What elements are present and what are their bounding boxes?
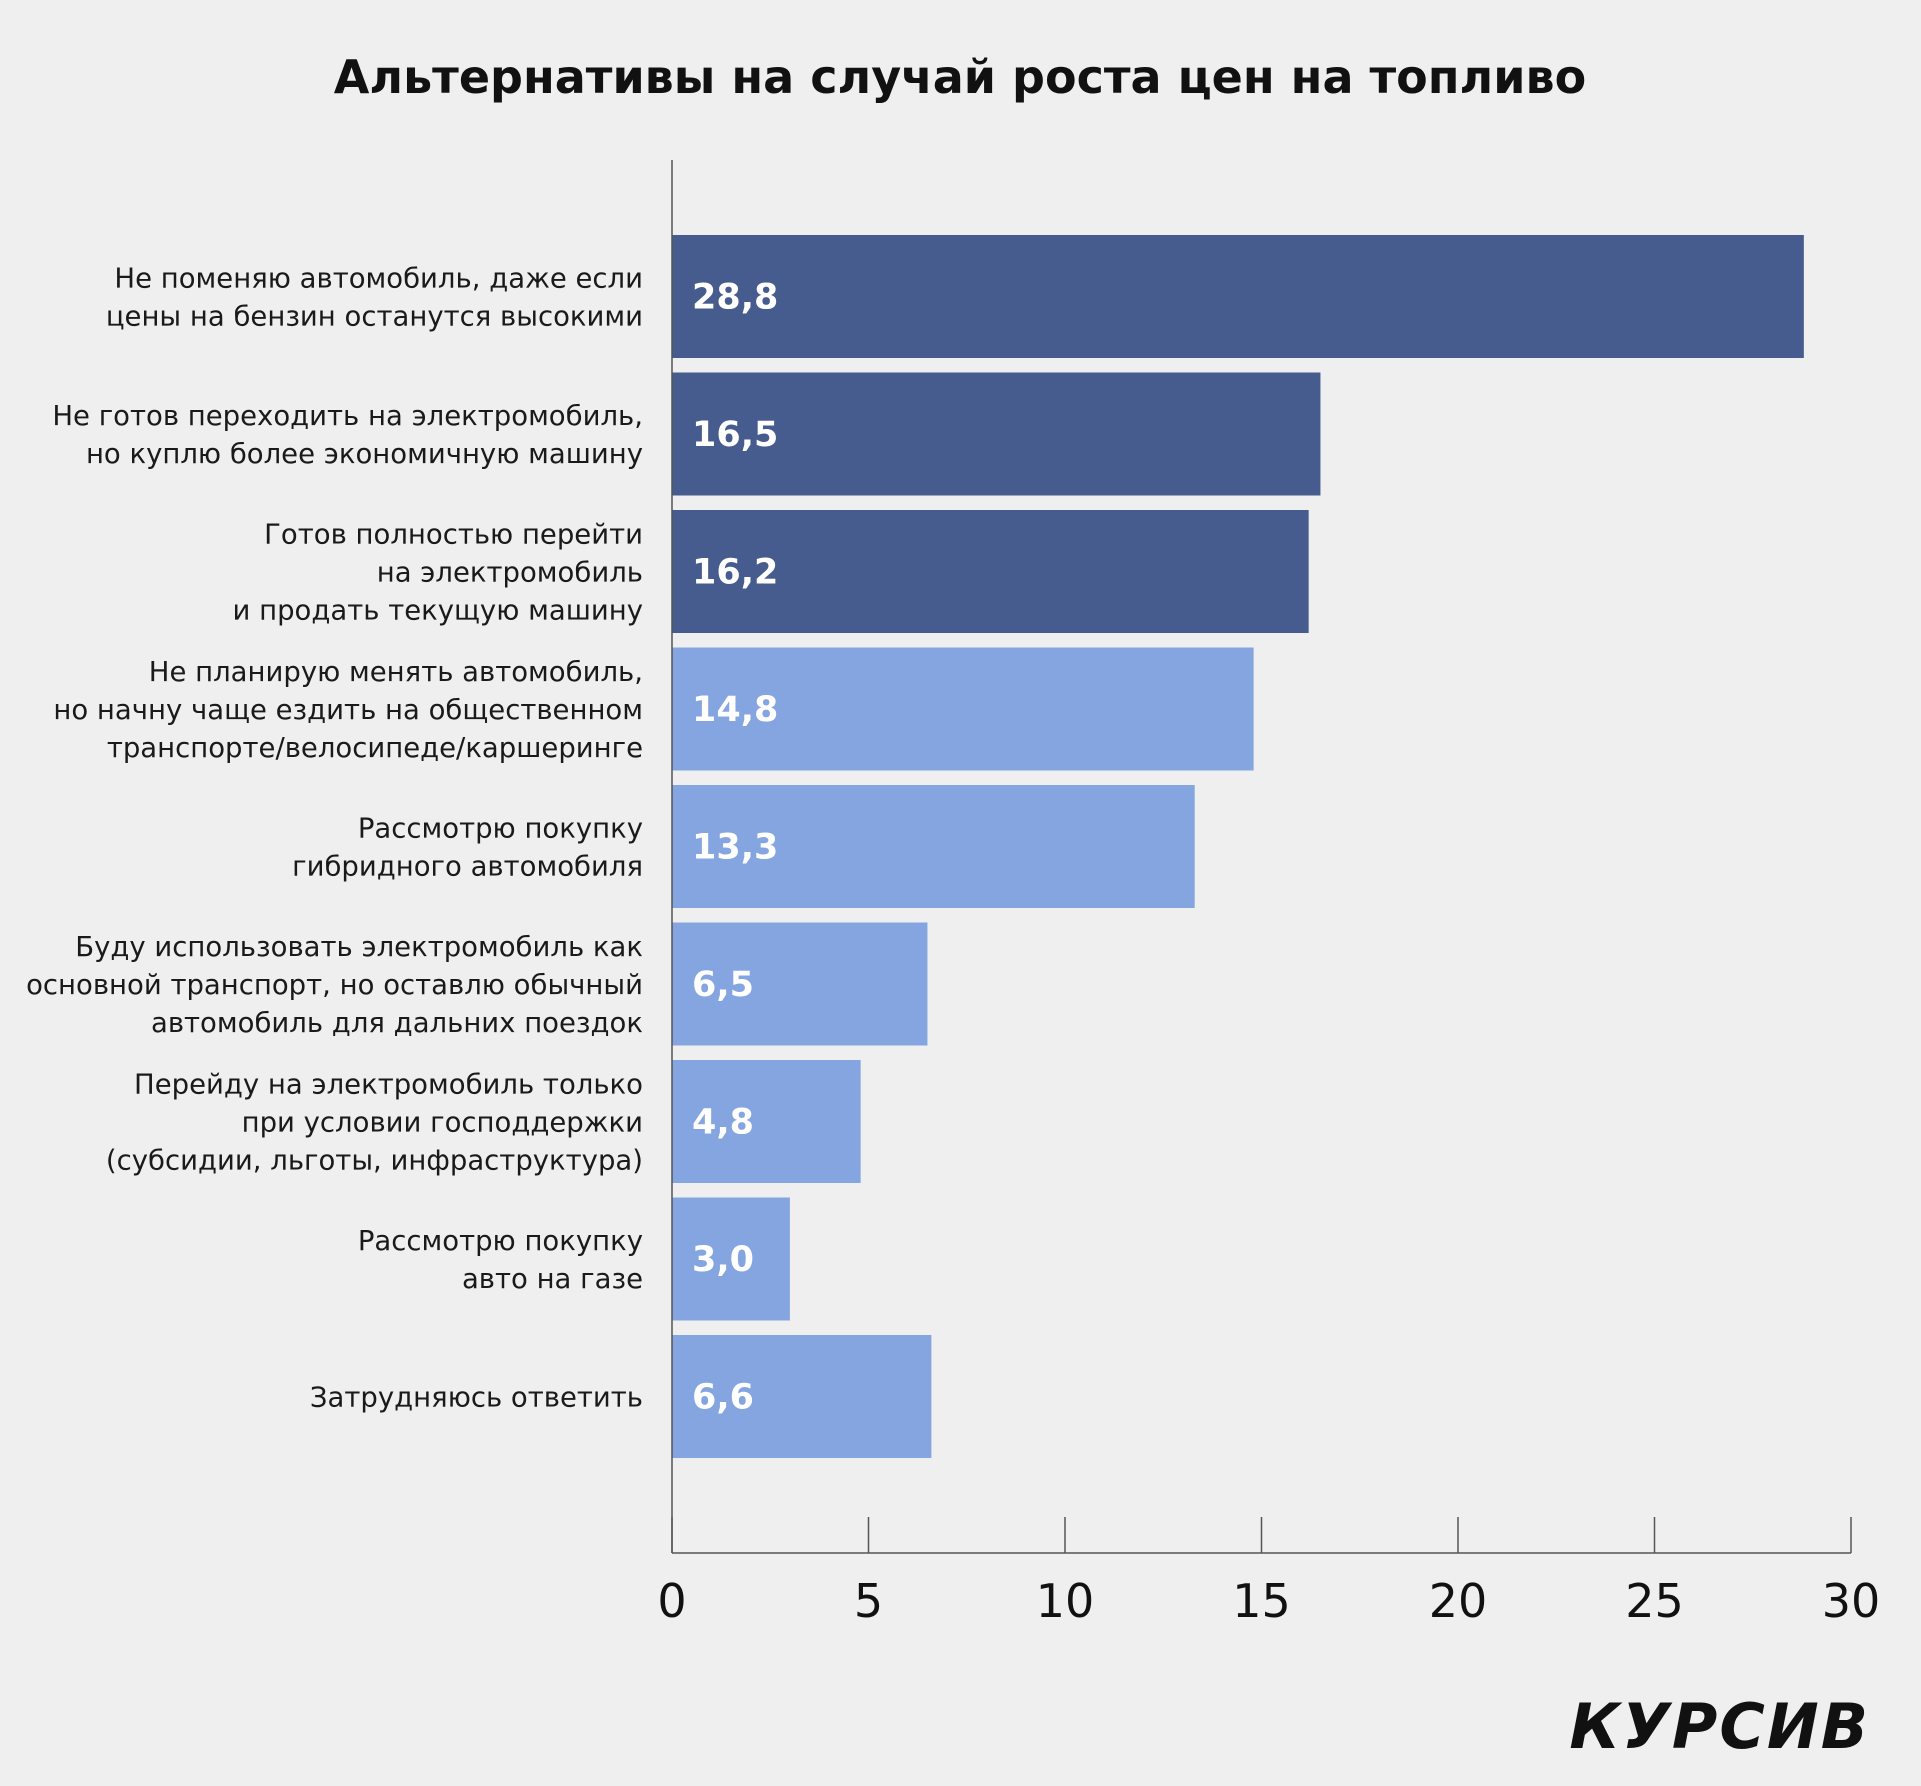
chart-title: Альтернативы на случай роста цен на топл… — [334, 50, 1586, 104]
bar-value-label: 3,0 — [692, 1240, 754, 1280]
bar-value-label: 16,5 — [692, 415, 778, 455]
category-labels-layer: Не поменяю автомобиль, даже если цены на … — [26, 263, 643, 1414]
bar — [672, 372, 1321, 496]
category-label: Готов полностью перейти — [264, 519, 643, 551]
category-label: Перейду на электромобиль только — [134, 1069, 643, 1101]
x-tick-label: 5 — [854, 1574, 883, 1628]
x-axis: 0 5 10 15 20 25 30 — [657, 160, 1880, 1628]
brand-logo: КУРСИВ — [1569, 1690, 1870, 1763]
x-tick-label: 10 — [1036, 1574, 1095, 1628]
category-label: Не готов переходить на электромобиль, — [52, 400, 643, 432]
bar — [672, 1060, 861, 1183]
bar-value-label: 6,5 — [692, 965, 754, 1005]
bar — [672, 235, 1804, 358]
category-label: Не поменяю автомобиль, даже если — [114, 263, 643, 295]
category-label: Буду использовать электромобиль как — [75, 931, 643, 963]
bar — [672, 922, 928, 1046]
category-label: но начну чаще ездить на общественном — [53, 694, 643, 726]
category-label: авто на газе — [462, 1263, 643, 1295]
category-label: но куплю более экономичную машину — [86, 438, 643, 470]
category-label: автомобиль для дальних поездок — [151, 1007, 643, 1039]
x-tick-label: 25 — [1625, 1574, 1684, 1628]
x-tick-label: 30 — [1822, 1574, 1881, 1628]
category-label: Не планирую менять автомобиль, — [149, 656, 643, 688]
bar-value-label: 6,6 — [692, 1378, 754, 1418]
category-label: при условии господдержки — [242, 1107, 643, 1139]
category-label: Рассмотрю покупку — [358, 813, 643, 845]
category-label: на электромобиль — [377, 557, 643, 589]
x-tick-label: 15 — [1232, 1574, 1291, 1628]
bar — [672, 647, 1254, 771]
bars-layer: 28,8 16,5 16,2 14,8 13,3 6,5 4,8 3,0 6,6 — [672, 235, 1804, 1458]
bar — [672, 510, 1309, 633]
category-label: гибридного автомобиля — [292, 851, 643, 883]
bar — [672, 1335, 932, 1458]
x-tick-label: 20 — [1429, 1574, 1488, 1628]
bar — [672, 1197, 790, 1321]
category-label: Затрудняюсь ответить — [310, 1382, 643, 1414]
category-label: (субсидии, льготы, инфраструктура) — [106, 1145, 643, 1177]
category-label: и продать текущую машину — [233, 595, 644, 627]
bar-value-label: 14,8 — [692, 690, 778, 730]
x-tick-label: 0 — [657, 1574, 686, 1628]
bar-value-label: 28,8 — [692, 278, 778, 318]
category-label: транспорте/велосипеде/каршеринге — [107, 732, 643, 764]
category-label: Рассмотрю покупку — [358, 1225, 643, 1257]
bar-value-label: 13,3 — [692, 828, 778, 868]
bar-value-label: 4,8 — [692, 1103, 754, 1143]
bar-value-label: 16,2 — [692, 553, 778, 593]
category-label: цены на бензин останутся высокими — [106, 301, 643, 333]
category-label: основной транспорт, но оставлю обычный — [26, 969, 643, 1001]
bar — [672, 785, 1195, 908]
